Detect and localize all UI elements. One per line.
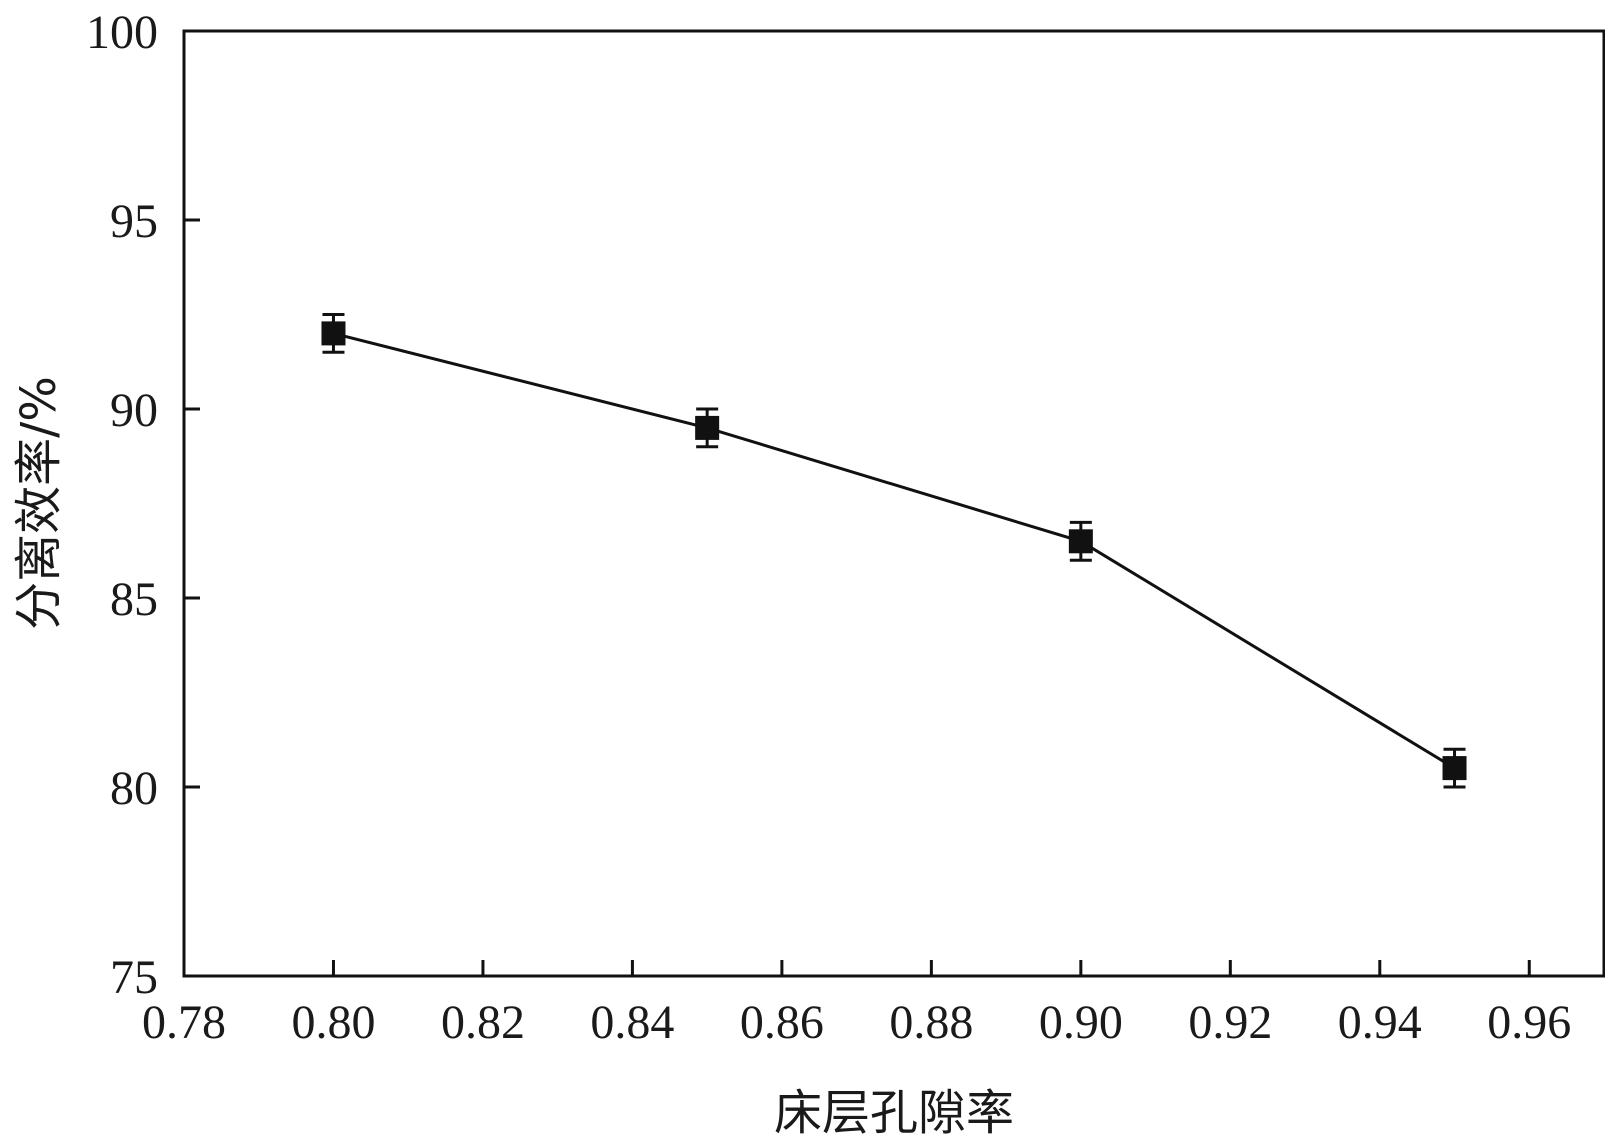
y-tick-label: 100 bbox=[86, 6, 158, 59]
x-tick-label: 0.80 bbox=[291, 996, 375, 1049]
x-tick-label: 0.78 bbox=[142, 996, 226, 1049]
x-axis-title: 床层孔隙率 bbox=[774, 1085, 1014, 1138]
data-point-marker bbox=[1068, 529, 1093, 554]
x-tick-label: 0.84 bbox=[590, 996, 674, 1049]
y-tick-label: 95 bbox=[110, 195, 158, 248]
x-tick-label: 0.82 bbox=[441, 996, 525, 1049]
x-tick-label: 0.92 bbox=[1188, 996, 1272, 1049]
y-tick-label: 80 bbox=[110, 762, 158, 815]
y-tick-label: 75 bbox=[110, 951, 158, 1004]
y-tick-label: 90 bbox=[110, 384, 158, 437]
series-line bbox=[333, 331, 1456, 770]
axis-ticks: 0.78 0.80 0.82 0.84 0.86 0.88 0.90 0.92 0.94 0.96… bbox=[86, 6, 1571, 1049]
y-tick-label: 85 bbox=[110, 573, 158, 626]
x-tick-label: 0.88 bbox=[889, 996, 973, 1049]
x-tick-label: 0.96 bbox=[1487, 996, 1571, 1049]
x-tick-label: 0.90 bbox=[1039, 996, 1123, 1049]
data-point-marker bbox=[321, 321, 346, 346]
x-tick-label: 0.94 bbox=[1338, 996, 1422, 1049]
x-tick-label: 0.86 bbox=[740, 996, 824, 1049]
y-axis-title: 分离效率/% bbox=[11, 376, 67, 630]
data-point-marker bbox=[1442, 756, 1467, 781]
data-series bbox=[321, 313, 1467, 789]
data-point-marker bbox=[695, 415, 720, 440]
plot-frame bbox=[182, 29, 1605, 978]
